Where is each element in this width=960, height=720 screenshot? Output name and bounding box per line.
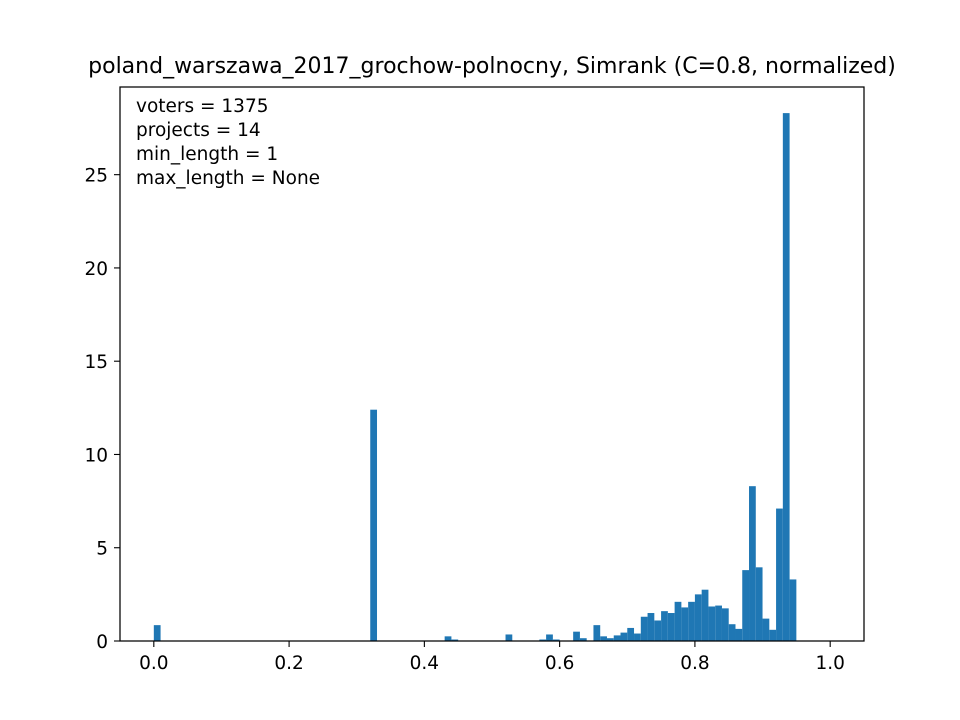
histogram-bar bbox=[721, 608, 729, 641]
histogram-bar bbox=[573, 631, 580, 641]
histogram-bar bbox=[701, 589, 709, 641]
histogram-bar bbox=[735, 628, 743, 641]
histogram-bar bbox=[600, 636, 607, 641]
histogram-bar bbox=[552, 639, 560, 641]
chart-title: poland_warszawa_2017_grochow-polnocny, S… bbox=[88, 54, 896, 79]
histogram-bar bbox=[539, 639, 547, 641]
histogram-bar bbox=[755, 567, 763, 641]
histogram-bar bbox=[634, 633, 641, 641]
annotation-voters: voters = 1375 bbox=[136, 96, 269, 117]
x-axis-ticks: 0.0 0.2 0.4 0.6 0.8 1.0 bbox=[139, 641, 845, 674]
y-axis-ticks: 0 5 10 15 20 25 bbox=[84, 166, 120, 653]
histogram-bar bbox=[505, 634, 513, 641]
histogram-bar bbox=[769, 629, 777, 641]
annotation-min-length: min_length = 1 bbox=[136, 144, 278, 165]
histogram-bar bbox=[688, 601, 695, 641]
x-tick-label: 0.2 bbox=[274, 653, 303, 674]
x-tick-label: 1.0 bbox=[815, 653, 844, 674]
histogram-bar bbox=[654, 620, 662, 641]
y-tick-label: 25 bbox=[84, 166, 108, 187]
plot-frame bbox=[119, 86, 865, 642]
y-tick-label: 0 bbox=[96, 632, 108, 653]
histogram-bar bbox=[674, 601, 682, 641]
histogram-bar bbox=[708, 606, 716, 641]
y-tick-label: 20 bbox=[84, 259, 108, 280]
histogram-bar bbox=[667, 613, 675, 641]
x-tick-label: 0.6 bbox=[545, 653, 574, 674]
y-tick-label: 5 bbox=[96, 539, 108, 560]
histogram-bar bbox=[776, 508, 783, 641]
histogram-bar bbox=[661, 611, 668, 641]
histogram-bar bbox=[606, 638, 614, 641]
histogram-bar bbox=[444, 636, 452, 641]
x-tick-label: 0.4 bbox=[410, 653, 439, 674]
histogram-bar bbox=[681, 607, 689, 641]
histogram-bar bbox=[749, 486, 756, 641]
histogram-bar bbox=[728, 624, 736, 641]
histogram-bar bbox=[742, 570, 750, 641]
histogram-bar bbox=[613, 635, 621, 641]
histogram-bar bbox=[451, 639, 459, 641]
y-tick-label: 15 bbox=[84, 352, 108, 373]
histogram-bar bbox=[620, 632, 628, 641]
annotation-max-length: max_length = None bbox=[136, 168, 320, 189]
histogram-bar bbox=[593, 625, 601, 641]
annotation-projects: projects = 14 bbox=[136, 120, 261, 141]
histogram-bar bbox=[546, 634, 553, 641]
annotation-block: voters = 1375 projects = 14 min_length =… bbox=[136, 96, 320, 189]
histogram-bar bbox=[694, 594, 702, 641]
histogram-bar bbox=[579, 638, 587, 641]
x-tick-label: 0.8 bbox=[680, 653, 709, 674]
y-tick-label: 10 bbox=[84, 445, 108, 466]
histogram-bar bbox=[782, 113, 790, 642]
x-tick-label: 0.0 bbox=[139, 653, 168, 674]
histogram-bar bbox=[789, 579, 797, 641]
histogram-bar bbox=[627, 627, 635, 641]
histogram-bar bbox=[153, 625, 161, 641]
histogram-bar bbox=[715, 605, 722, 641]
histogram-bar bbox=[762, 618, 770, 641]
bars-group bbox=[153, 113, 797, 642]
histogram-bar bbox=[640, 616, 648, 641]
histogram-bar bbox=[370, 409, 378, 641]
histogram-bar bbox=[647, 613, 655, 641]
